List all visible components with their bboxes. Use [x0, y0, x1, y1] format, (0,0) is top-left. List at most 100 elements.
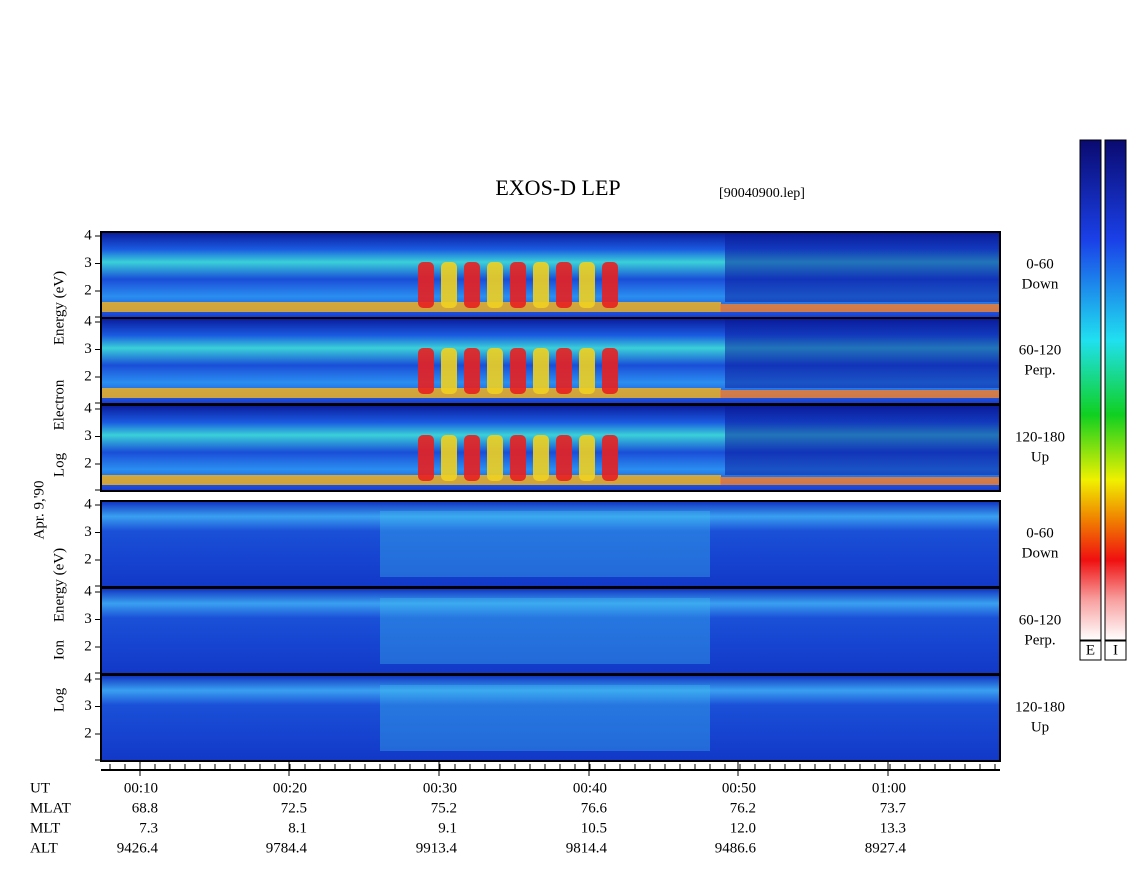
y-tick-label: 3	[84, 698, 92, 714]
spectrogram-blob	[510, 348, 526, 394]
spectrogram-blob	[579, 262, 595, 308]
ephemeris-value: 9.1	[438, 820, 457, 836]
spectrogram-band	[725, 232, 1000, 302]
spectrogram-blob	[487, 262, 503, 308]
color-bar	[1079, 139, 1102, 641]
panel-label: Up	[1031, 449, 1049, 465]
x-tick-label: 00:40	[573, 780, 607, 796]
y-axis-label: Electron	[51, 379, 67, 430]
panel-frame	[100, 404, 1001, 492]
spectrogram-blob	[418, 435, 434, 481]
y-tick-label: 4	[84, 496, 92, 512]
y-tick-label: 3	[84, 611, 92, 627]
ephemeris-value: 9426.4	[117, 840, 159, 856]
spectrogram-blob	[464, 348, 480, 394]
y-axis-label: Log	[51, 452, 67, 477]
ephemeris-value: 73.7	[880, 800, 907, 816]
spectrogram-band	[101, 475, 721, 485]
spectrogram-blob	[579, 435, 595, 481]
spectrogram-blob	[579, 348, 595, 394]
y-tick-label: 2	[84, 455, 92, 471]
panel-label: 60-120	[1019, 612, 1062, 628]
spectrogram-blob	[510, 435, 526, 481]
spectrogram-blob	[441, 435, 457, 481]
spectrogram-band	[725, 318, 1000, 388]
row-label: MLAT	[30, 800, 71, 816]
ephemeris-value: 8927.4	[865, 840, 907, 856]
spectrogram-blob	[602, 262, 618, 308]
spectrogram-blob	[418, 262, 434, 308]
spectrogram-band	[101, 302, 721, 312]
panel-label: 120-180	[1015, 699, 1065, 715]
y-tick-label: 3	[84, 524, 92, 540]
spectrogram-blob	[464, 262, 480, 308]
spectrogram-blob	[487, 348, 503, 394]
spectrogram-band	[720, 477, 1000, 485]
y-axis-label: Ion	[51, 640, 67, 660]
panel-label: 0-60	[1026, 525, 1054, 541]
spectrogram-blob	[510, 262, 526, 308]
row-label: UT	[30, 780, 50, 796]
spectrogram-band	[720, 390, 1000, 398]
ephemeris-value: 9784.4	[266, 840, 308, 856]
panel-label: 120-180	[1015, 429, 1065, 445]
panel-frame	[100, 674, 1001, 762]
ephemeris-value: 75.2	[431, 800, 457, 816]
y-tick-label: 2	[84, 725, 92, 741]
y-tick-label: 3	[84, 255, 92, 271]
ephemeris-value: 8.1	[288, 820, 307, 836]
y-tick-label: 2	[84, 638, 92, 654]
panel-label: Down	[1022, 545, 1059, 561]
row-label: ALT	[30, 840, 58, 856]
spectrogram-blob	[533, 435, 549, 481]
y-tick-label: 2	[84, 368, 92, 384]
spectrogram-band	[720, 304, 1000, 312]
y-axis-label: Energy (eV)	[51, 548, 67, 622]
spectrogram-blob	[441, 262, 457, 308]
spectrogram-band	[101, 388, 721, 398]
spectrogram-blob	[602, 348, 618, 394]
spectrogram-blob	[556, 262, 572, 308]
x-tick-label: 01:00	[872, 780, 906, 796]
ephemeris-value: 9814.4	[566, 840, 608, 856]
color-bar-label: E	[1086, 642, 1095, 658]
y-tick-label: 4	[84, 400, 92, 416]
spectrogram-blob	[464, 435, 480, 481]
ephemeris-value: 76.6	[581, 800, 608, 816]
spectrogram-blob	[602, 435, 618, 481]
spectrogram	[101, 588, 1000, 674]
x-tick-label: 00:50	[722, 780, 756, 796]
spectrogram-blob	[487, 435, 503, 481]
ephemeris-value: 12.0	[730, 820, 756, 836]
panel-label: Up	[1031, 719, 1049, 735]
spectrogram-blob	[556, 348, 572, 394]
ephemeris-value: 72.5	[281, 800, 307, 816]
spectrogram-blob	[441, 348, 457, 394]
panel-label: 0-60	[1026, 256, 1054, 272]
file-name: [90040900.lep]	[719, 186, 805, 201]
spectrogram-blob	[418, 348, 434, 394]
color-bar-label: I	[1113, 642, 1118, 658]
y-tick-label: 3	[84, 341, 92, 357]
x-tick-label: 00:30	[423, 780, 457, 796]
y-tick-label: 4	[84, 227, 92, 243]
y-tick-label: 2	[84, 551, 92, 567]
spectrogram-band	[380, 511, 710, 577]
spectrogram-band	[725, 405, 1000, 475]
ephemeris-value: 68.8	[132, 800, 158, 816]
ephemeris-value: 9486.6	[715, 840, 757, 856]
spectrogram	[101, 675, 1000, 761]
y-axis-label: Energy (eV)	[51, 271, 67, 345]
color-bar-box	[1104, 640, 1127, 661]
y-axis-label: Apr. 9,'90	[31, 481, 47, 540]
y-tick-label: 4	[84, 670, 92, 686]
y-axis-label: Log	[51, 687, 67, 712]
spectrogram-band	[380, 598, 710, 664]
ephemeris-value: 13.3	[880, 820, 906, 836]
spectrogram-blob	[533, 262, 549, 308]
color-bar	[1104, 139, 1127, 641]
row-label: MLT	[30, 820, 60, 836]
y-tick-label: 4	[84, 583, 92, 599]
ephemeris-value: 9913.4	[416, 840, 458, 856]
